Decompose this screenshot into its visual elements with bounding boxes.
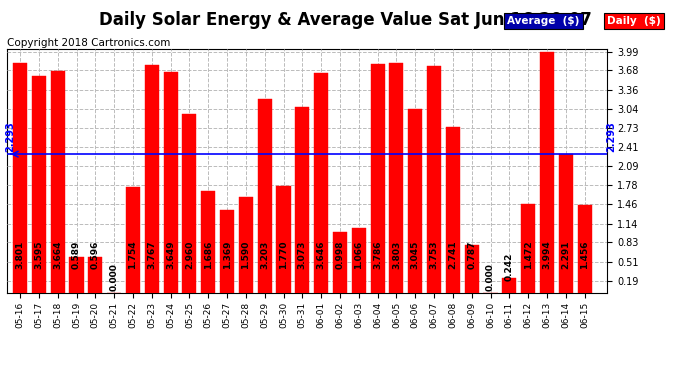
Text: Copyright 2018 Cartronics.com: Copyright 2018 Cartronics.com <box>7 38 170 48</box>
Text: 1.456: 1.456 <box>580 240 589 268</box>
Bar <box>408 109 422 292</box>
Text: 1.754: 1.754 <box>128 240 137 268</box>
Text: 2.293: 2.293 <box>606 121 616 152</box>
Text: 0.787: 0.787 <box>467 240 476 268</box>
Bar <box>371 64 385 292</box>
Bar <box>502 278 516 292</box>
Bar <box>521 204 535 292</box>
Text: 3.649: 3.649 <box>166 240 175 268</box>
Bar <box>295 107 309 292</box>
Text: 2.293: 2.293 <box>6 121 16 152</box>
Text: 0.242: 0.242 <box>505 252 514 281</box>
Bar <box>70 257 83 292</box>
Text: 2.291: 2.291 <box>561 240 571 268</box>
Text: 3.786: 3.786 <box>373 240 382 268</box>
Text: Daily  ($): Daily ($) <box>607 16 661 26</box>
Bar <box>540 51 554 292</box>
Text: 3.994: 3.994 <box>542 240 551 268</box>
Text: 1.369: 1.369 <box>223 240 232 268</box>
Bar <box>13 63 27 292</box>
Bar <box>427 66 441 292</box>
Text: 0.000: 0.000 <box>486 263 495 291</box>
Text: 3.045: 3.045 <box>411 240 420 268</box>
Text: 2.960: 2.960 <box>185 240 194 268</box>
Text: 1.590: 1.590 <box>241 240 250 268</box>
Text: 0.000: 0.000 <box>110 263 119 291</box>
Text: 3.803: 3.803 <box>392 240 401 268</box>
Text: 1.066: 1.066 <box>354 240 364 268</box>
Bar <box>446 127 460 292</box>
Bar <box>201 191 215 292</box>
Bar <box>352 228 366 292</box>
Bar <box>164 72 178 292</box>
Text: 3.073: 3.073 <box>298 240 307 268</box>
Bar <box>277 186 290 292</box>
Bar <box>220 210 234 292</box>
Bar <box>88 256 102 292</box>
Text: 1.472: 1.472 <box>524 240 533 268</box>
Bar <box>464 245 479 292</box>
Bar <box>559 154 573 292</box>
Bar <box>50 71 65 292</box>
Text: 3.801: 3.801 <box>16 240 25 268</box>
Bar <box>333 232 347 292</box>
Bar <box>578 205 592 292</box>
Bar <box>314 72 328 292</box>
Text: 0.998: 0.998 <box>335 240 344 268</box>
Text: 3.595: 3.595 <box>34 240 43 268</box>
Bar <box>126 187 140 292</box>
Text: 3.203: 3.203 <box>260 240 269 268</box>
Text: 0.589: 0.589 <box>72 240 81 268</box>
Text: Daily Solar Energy & Average Value Sat Jun 16 20:07: Daily Solar Energy & Average Value Sat J… <box>99 11 591 29</box>
Text: 3.646: 3.646 <box>317 240 326 268</box>
Text: 3.664: 3.664 <box>53 240 62 268</box>
Text: Average  ($): Average ($) <box>507 16 580 26</box>
Text: 1.770: 1.770 <box>279 240 288 268</box>
Bar <box>239 196 253 292</box>
Bar <box>389 63 404 292</box>
Text: 0.596: 0.596 <box>91 240 100 268</box>
Text: 3.753: 3.753 <box>430 240 439 268</box>
Text: 1.686: 1.686 <box>204 240 213 268</box>
Bar <box>182 114 197 292</box>
Bar <box>32 76 46 292</box>
Text: 3.767: 3.767 <box>147 240 157 268</box>
Bar <box>257 99 272 292</box>
Text: 2.741: 2.741 <box>448 240 457 268</box>
Bar <box>145 65 159 292</box>
